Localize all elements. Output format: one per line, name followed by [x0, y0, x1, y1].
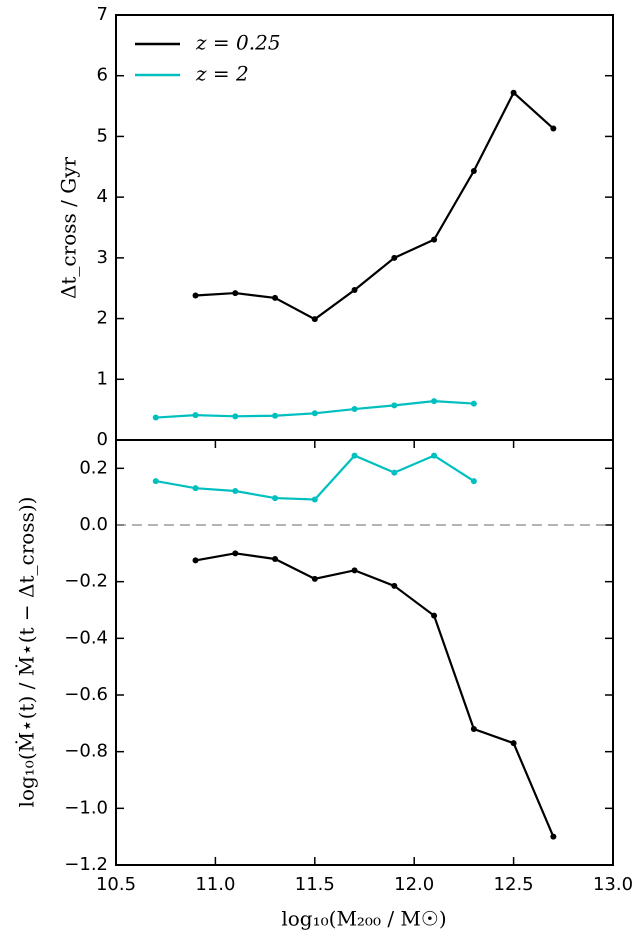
plot-frame: [115, 439, 614, 866]
data-point: [311, 316, 318, 323]
y-tick-label: 5: [97, 125, 108, 146]
x-tick-label: 10.5: [96, 874, 136, 895]
y-axis-label: Δt_cross / Gyr: [57, 157, 81, 300]
legend-label: z = 0.25: [195, 31, 281, 55]
y-tick-label: 0.2: [79, 457, 108, 478]
data-point: [272, 495, 279, 502]
data-point: [391, 402, 398, 409]
y-tick-label: −0.6: [64, 684, 108, 705]
data-point: [431, 236, 438, 243]
data-point: [351, 287, 358, 294]
data-point: [192, 557, 199, 564]
data-point: [550, 125, 557, 132]
data-point: [391, 254, 398, 261]
data-point: [550, 833, 557, 840]
data-point: [232, 488, 239, 494]
data-point: [470, 478, 477, 485]
y-tick-label: −0.4: [64, 627, 108, 648]
data-point: [192, 485, 199, 492]
data-point: [351, 567, 358, 574]
y-tick-label: 7: [97, 4, 108, 25]
legend-label: z = 2: [195, 62, 249, 86]
y-tick-label: −0.2: [64, 571, 108, 592]
x-tick-label: 12.0: [394, 874, 434, 895]
data-point: [431, 398, 438, 405]
y-tick-label: 6: [97, 65, 108, 86]
data-point: [272, 556, 279, 562]
data-point: [510, 740, 517, 747]
data-point: [431, 452, 438, 459]
data-point: [152, 478, 159, 485]
data-point: [470, 400, 477, 407]
data-point: [470, 726, 477, 732]
data-point: [311, 410, 318, 417]
data-point: [192, 292, 199, 299]
data-point: [152, 414, 159, 421]
series-line: [195, 552, 555, 838]
y-tick-label: −1.2: [64, 854, 108, 875]
data-point: [192, 412, 199, 419]
y-tick-label: 0: [97, 429, 108, 450]
data-point: [272, 294, 279, 301]
y-tick-label: 2: [97, 308, 108, 329]
data-point: [431, 612, 438, 619]
data-point: [311, 575, 318, 582]
y-tick-label: 0.0: [79, 514, 108, 535]
x-tick-label: 13.0: [593, 874, 633, 895]
data-point: [391, 469, 398, 476]
y-tick-label: 4: [97, 186, 108, 207]
data-point: [272, 412, 279, 419]
y-tick-label: −0.8: [64, 741, 108, 762]
data-point: [232, 550, 239, 557]
data-point: [311, 496, 318, 503]
data-point: [391, 582, 398, 589]
x-tick-label: 11.0: [195, 874, 235, 895]
x-tick-label: 12.5: [494, 874, 534, 895]
y-tick-label: −1.0: [64, 797, 108, 818]
y-tick-label: 1: [97, 368, 108, 389]
data-point: [351, 406, 358, 413]
x-tick-label: 11.5: [295, 874, 335, 895]
y-tick-label: 3: [97, 247, 108, 268]
data-point: [232, 290, 239, 297]
y-axis-label: log₁₀(Ṁ⋆(t) / Ṁ⋆(t − Δt_cross)): [15, 497, 39, 808]
data-point: [470, 168, 477, 175]
data-point: [232, 413, 239, 420]
data-point: [510, 89, 517, 96]
series-line: [195, 90, 555, 321]
x-axis-label: log₁₀(M₂₀₀ / M☉): [281, 907, 446, 931]
data-point: [351, 452, 358, 459]
